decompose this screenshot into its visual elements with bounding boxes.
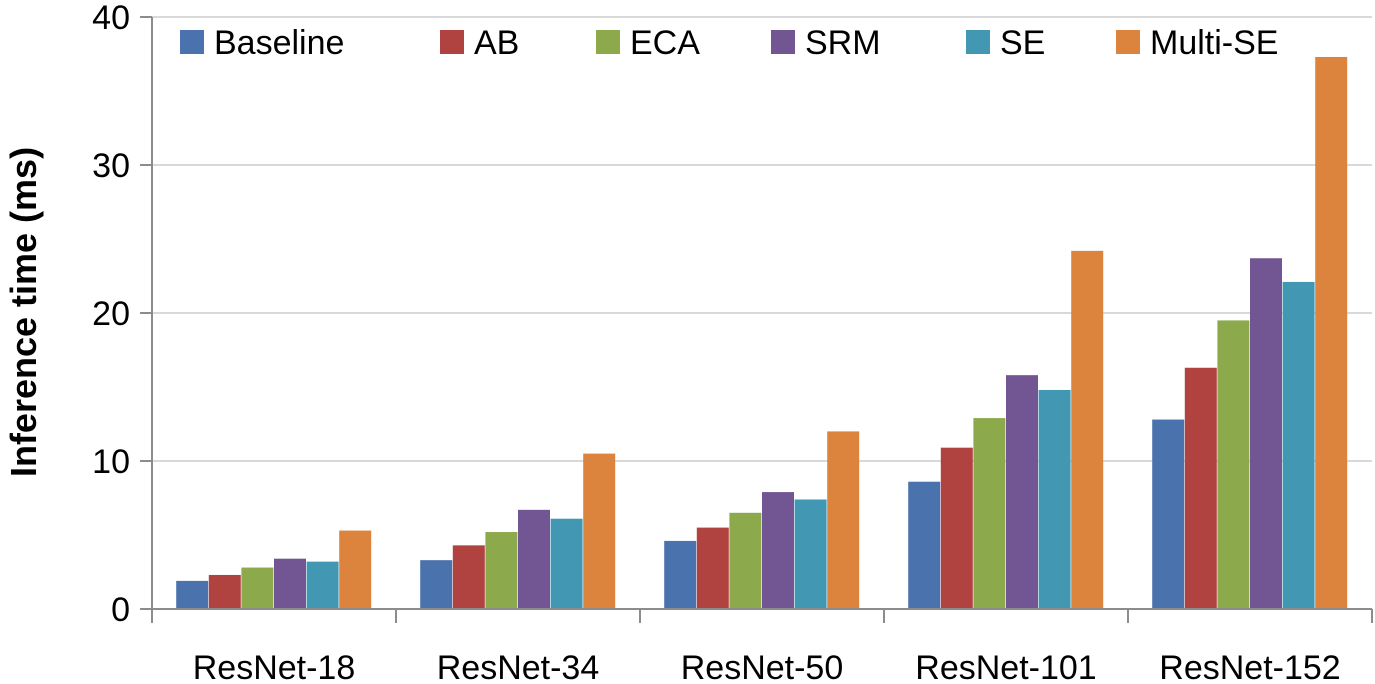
legend-label: Baseline	[214, 24, 344, 62]
bar-srm-resnet-34	[518, 509, 550, 609]
bar-baseline-resnet-152	[1152, 419, 1185, 609]
y-tick-label: 20	[92, 295, 130, 333]
bar-baseline-resnet-18	[176, 580, 209, 609]
legend-swatch	[966, 30, 990, 54]
bar-se-resnet-18	[306, 561, 339, 609]
bar-multi-se-resnet-50	[827, 431, 860, 609]
bar-srm-resnet-50	[762, 492, 794, 609]
bar-baseline-resnet-34	[420, 560, 453, 609]
bar-ab-resnet-18	[208, 574, 241, 609]
bar-multi-se-resnet-34	[583, 453, 616, 609]
legend-swatch	[440, 30, 464, 54]
axes	[140, 16, 1373, 623]
bar-se-resnet-152	[1282, 281, 1315, 609]
bar-ab-resnet-152	[1184, 367, 1217, 609]
bar-se-resnet-50	[794, 499, 827, 609]
y-tick-label: 0	[111, 591, 130, 629]
bar-multi-se-resnet-18	[339, 530, 372, 609]
bar-ab-resnet-101	[940, 447, 973, 609]
legend-swatch	[596, 30, 620, 54]
bar-srm-resnet-152	[1250, 258, 1282, 609]
bar-srm-resnet-101	[1006, 375, 1038, 609]
legend: Baseline AB ECA SRM SE Multi-SE	[180, 24, 1278, 62]
y-tick-labels: 0 10 20 30 40	[92, 0, 130, 629]
bar-baseline-resnet-50	[664, 540, 697, 609]
x-tick-label: ResNet-18	[193, 649, 356, 684]
x-tick-labels: ResNet-18 ResNet-34 ResNet-50 ResNet-101 Res…	[193, 649, 1341, 684]
bar-eca-resnet-18	[241, 567, 274, 609]
bars	[176, 56, 1348, 609]
y-tick-label: 10	[92, 443, 130, 481]
bar-se-resnet-34	[550, 518, 583, 609]
legend-swatch	[771, 30, 795, 54]
x-tick-label: ResNet-50	[681, 649, 844, 684]
bar-baseline-resnet-101	[908, 481, 941, 609]
bar-multi-se-resnet-101	[1071, 250, 1104, 609]
legend-swatch	[180, 30, 204, 54]
legend-swatch	[1116, 30, 1140, 54]
y-tick-label: 30	[92, 147, 130, 185]
bar-multi-se-resnet-152	[1315, 56, 1348, 609]
bar-srm-resnet-18	[274, 558, 306, 609]
bar-se-resnet-101	[1038, 389, 1071, 609]
x-tick-label: ResNet-152	[1159, 649, 1340, 684]
x-tick-label: ResNet-34	[437, 649, 600, 684]
y-tick-label: 40	[92, 0, 130, 37]
x-tick-label: ResNet-101	[915, 649, 1096, 684]
legend-label: AB	[474, 24, 519, 62]
bar-eca-resnet-50	[729, 512, 762, 609]
bar-eca-resnet-34	[485, 532, 518, 609]
bar-ab-resnet-34	[452, 545, 485, 609]
bar-eca-resnet-152	[1217, 320, 1250, 609]
legend-label: Multi-SE	[1150, 24, 1278, 62]
bar-eca-resnet-101	[973, 418, 1006, 609]
legend-label: SRM	[805, 24, 881, 62]
legend-label: SE	[1000, 24, 1045, 62]
legend-label: ECA	[630, 24, 700, 62]
y-axis-label: Inference time (ms)	[3, 147, 44, 477]
bar-ab-resnet-50	[696, 527, 729, 609]
